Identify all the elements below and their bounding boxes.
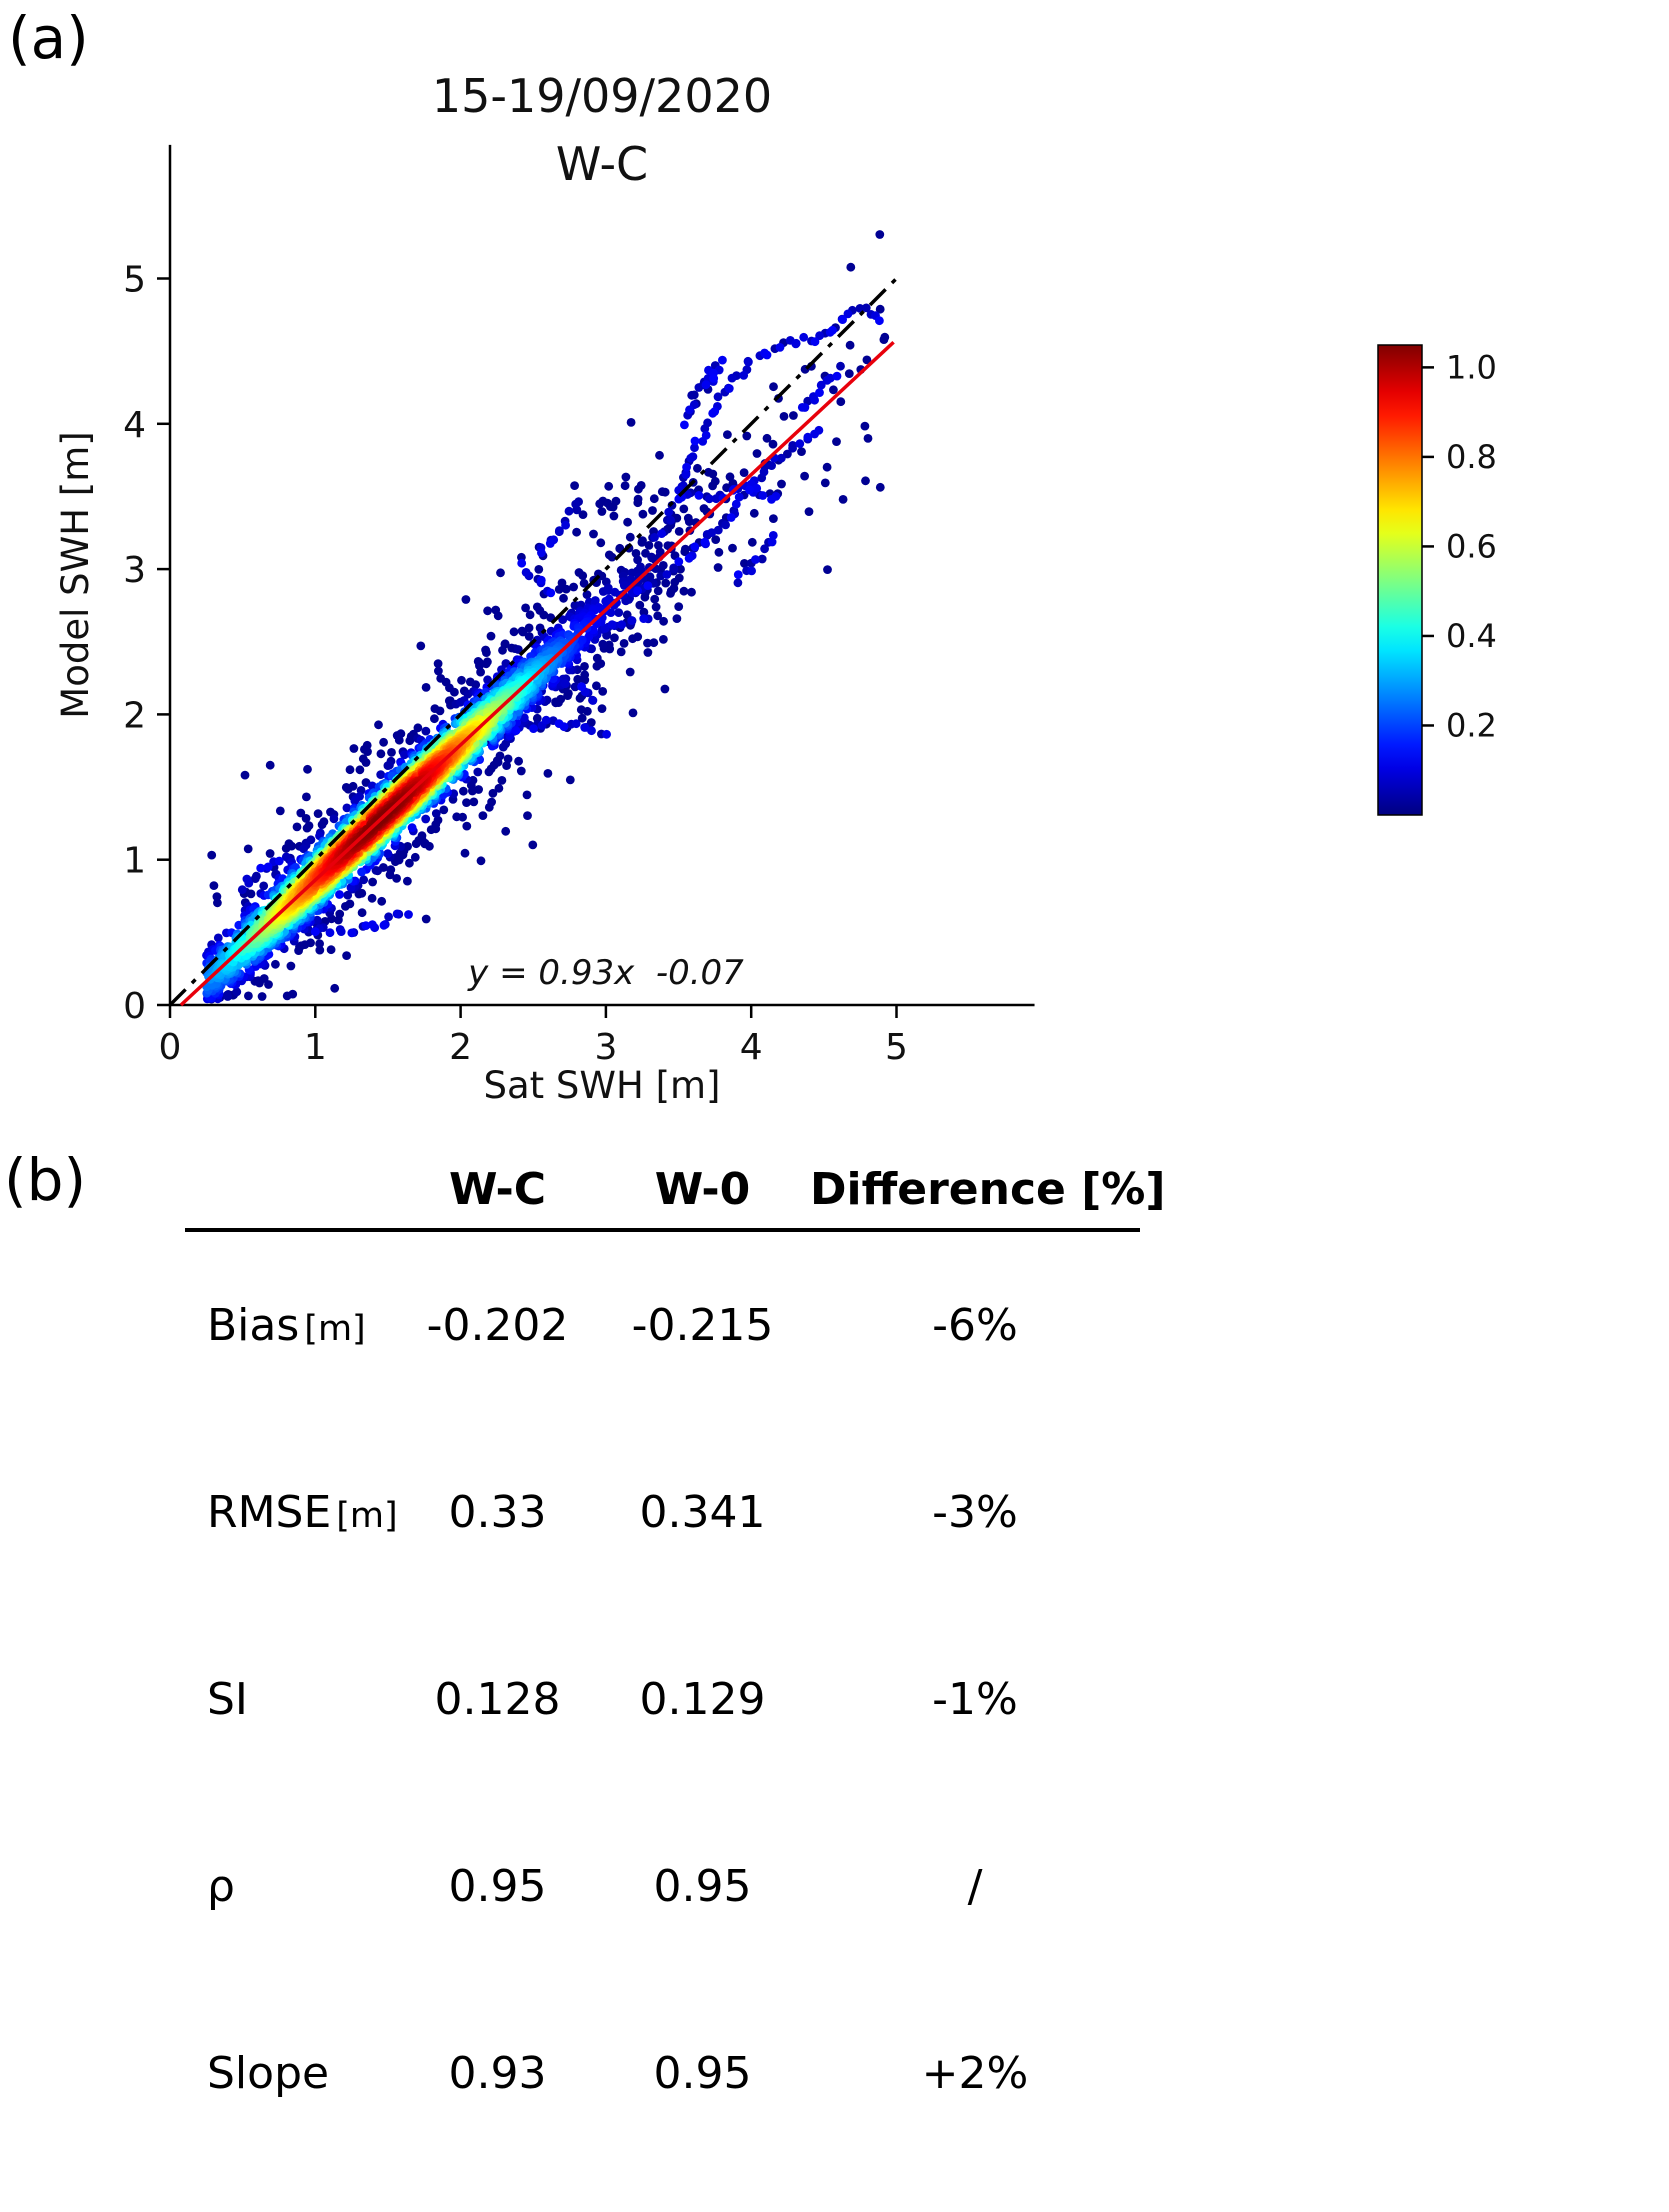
colorbar-tick-label: 0.4	[1446, 617, 1497, 655]
stat-value-wc: -0.202	[426, 1300, 569, 1351]
stat-name: SI	[207, 1674, 248, 1725]
stats-table: W-C W-0 Difference [%] Bias [m] -0.202 -0…	[185, 1150, 1166, 2167]
colorbar-tick-label: 0.8	[1446, 438, 1497, 476]
stat-value-w0: -0.215	[631, 1300, 774, 1351]
stat-unit: [m]	[336, 1496, 398, 1536]
stat-name-cell: SI	[185, 1674, 400, 1725]
x-tick-label: 1	[304, 1027, 327, 1068]
stat-value-difference: -6%	[932, 1300, 1018, 1351]
colorbar: 0.2 0.4 0.6 0.8 1.0	[1377, 344, 1497, 816]
x-tick-label: 2	[449, 1027, 472, 1068]
stat-value-wc: 0.93	[448, 2048, 547, 2099]
stat-value-w0: 0.129	[639, 1674, 766, 1725]
stat-name: Bias	[207, 1300, 300, 1351]
colorbar-tick-label: 0.2	[1446, 706, 1497, 744]
stats-header-w0: W-0	[654, 1163, 751, 1215]
y-tick-label: 5	[123, 260, 146, 301]
panel-b-label: (b)	[4, 1146, 87, 1214]
stats-row-bias: Bias [m] -0.202 -0.215 -6%	[185, 1232, 1140, 1419]
stats-header-row: W-C W-0 Difference [%]	[185, 1150, 1166, 1232]
stats-row-rmse: RMSE [m] 0.33 0.341 -3%	[185, 1419, 1140, 1606]
y-axis-label: Model SWH [m]	[54, 431, 97, 718]
stat-name-cell: Slope	[185, 2048, 400, 2099]
stat-value-w0: 0.95	[653, 1861, 752, 1912]
y-tick-label: 2	[123, 695, 146, 736]
stat-value-difference: -1%	[932, 1674, 1018, 1725]
chart-title: 15-19/09/2020	[432, 69, 772, 123]
colorbar-tick-label: 0.6	[1446, 527, 1497, 565]
stat-value-wc: 0.33	[448, 1487, 547, 1538]
stats-row-si: SI 0.128 0.129 -1%	[185, 1606, 1140, 1793]
stat-name: ρ	[207, 1861, 235, 1912]
swh-scatter-plot: 0 1 2 3 4 5 0 1 2 3 4 5 0.2 0.4 0.6 0.8 1.0 15-19/09/20…	[54, 69, 1497, 1107]
y-tick-label: 0	[123, 986, 146, 1027]
stat-value-w0: 0.95	[653, 2048, 752, 2099]
chart-subtitle: W-C	[556, 137, 648, 191]
stats-header-difference: Difference [%]	[810, 1163, 1166, 1215]
y-tick-label: 1	[123, 841, 146, 882]
stat-value-w0: 0.341	[639, 1487, 766, 1538]
y-tick-label: 3	[123, 550, 146, 591]
x-tick-label: 0	[159, 1027, 182, 1068]
panel-a-label: (a)	[8, 4, 89, 72]
regression-equation: y = 0.93x -0.07	[467, 953, 744, 993]
stat-name-cell: ρ	[185, 1861, 400, 1912]
axes: 0 1 2 3 4 5 0 1 2 3 4 5	[123, 144, 1035, 1068]
x-tick-label: 3	[594, 1027, 617, 1068]
stat-name: Slope	[207, 2048, 330, 2099]
stat-value-wc: 0.128	[434, 1674, 561, 1725]
stat-unit: [m]	[304, 1309, 366, 1349]
stat-name: RMSE	[207, 1487, 332, 1538]
x-tick-label: 4	[740, 1027, 763, 1068]
stat-name-cell: Bias [m]	[185, 1300, 400, 1351]
stats-header-wc: W-C	[448, 1163, 547, 1215]
stat-value-difference: /	[967, 1861, 983, 1912]
x-axis-label: Sat SWH [m]	[484, 1064, 721, 1107]
y-tick-label: 4	[123, 405, 146, 446]
stats-row-rho: ρ 0.95 0.95 /	[185, 1793, 1140, 1980]
stats-row-slope: Slope 0.93 0.95 +2%	[185, 1980, 1140, 2167]
colorbar-tick-label: 1.0	[1446, 348, 1497, 386]
x-tick-label: 5	[885, 1027, 908, 1068]
fit-lines	[168, 274, 901, 1007]
stat-value-wc: 0.95	[448, 1861, 547, 1912]
stat-value-difference: +2%	[921, 2048, 1029, 2099]
stat-name-cell: RMSE [m]	[185, 1487, 400, 1538]
stat-value-difference: -3%	[932, 1487, 1018, 1538]
